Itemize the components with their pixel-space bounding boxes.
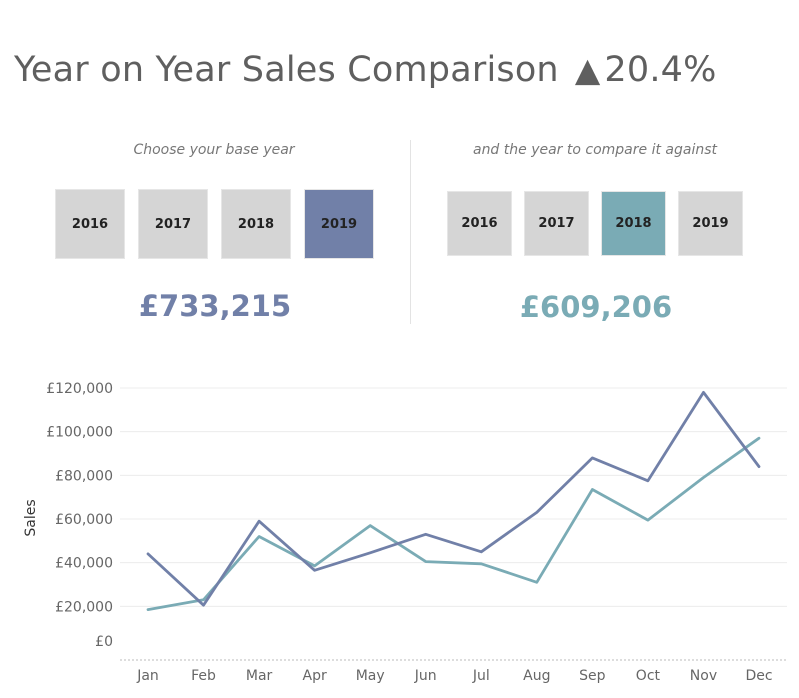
y-axis-label: Sales — [23, 499, 39, 536]
x-tick-label: Jul — [472, 668, 490, 684]
y-tick-label: £0 — [95, 634, 113, 650]
y-axis: £0 £20,000 £40,000 £60,000 £80,000 £100,000 £1… — [46, 381, 113, 650]
base-year-prompt: Choose your base year — [133, 142, 295, 158]
base-year-button-2017[interactable]: 2017 — [138, 189, 208, 259]
base-year-button-2018[interactable]: 2018 — [221, 189, 291, 259]
x-axis: Jan Feb Mar Apr May Jun Jul Aug Sep Oct Nov Dec — [136, 668, 772, 684]
triangle-up-icon: ▲ — [574, 50, 601, 89]
x-tick-label: Sep — [579, 668, 606, 684]
y-tick-label: £80,000 — [55, 468, 113, 484]
y-tick-label: £20,000 — [55, 599, 113, 615]
chart-series — [146, 391, 761, 612]
y-tick-label: £40,000 — [55, 556, 113, 572]
x-tick-label: Aug — [523, 668, 550, 684]
x-tick-label: Mar — [246, 668, 273, 684]
x-tick-label: Jan — [136, 668, 159, 684]
page-title: Year on Year Sales Comparison ▲ 20.4% — [14, 50, 717, 90]
panel-divider — [410, 140, 411, 324]
compare-year-button-2016[interactable]: 2016 — [447, 191, 512, 256]
compare-year-total: £609,206 — [519, 290, 673, 324]
x-tick-label: Nov — [690, 668, 717, 684]
y-tick-label: £100,000 — [46, 425, 113, 441]
base-year-button-2019[interactable]: 2019 — [304, 189, 374, 259]
series-line-base-year — [146, 391, 761, 607]
x-tick-label: Dec — [745, 668, 772, 684]
compare-year-button-2018[interactable]: 2018 — [601, 191, 666, 256]
sales-line-chart: £0 £20,000 £40,000 £60,000 £80,000 £100,000 £1… — [23, 381, 787, 684]
compare-year-button-2017[interactable]: 2017 — [524, 191, 589, 256]
base-year-total: £733,215 — [138, 289, 292, 323]
y-tick-label: £120,000 — [46, 381, 113, 397]
series-line-compare-year — [146, 436, 761, 612]
title-text: Year on Year Sales Comparison — [14, 50, 559, 90]
change-percent: 20.4% — [604, 50, 717, 90]
y-tick-label: £60,000 — [55, 512, 113, 528]
x-tick-label: Jun — [414, 668, 437, 684]
x-tick-label: Apr — [303, 668, 327, 684]
compare-year-button-2019[interactable]: 2019 — [678, 191, 743, 256]
base-year-button-2016[interactable]: 2016 — [55, 189, 125, 259]
compare-year-prompt: and the year to compare it against — [472, 142, 717, 158]
chart-gridlines — [120, 387, 787, 661]
x-tick-label: Feb — [191, 668, 216, 684]
x-tick-label: Oct — [636, 668, 661, 684]
x-tick-label: May — [356, 668, 385, 684]
